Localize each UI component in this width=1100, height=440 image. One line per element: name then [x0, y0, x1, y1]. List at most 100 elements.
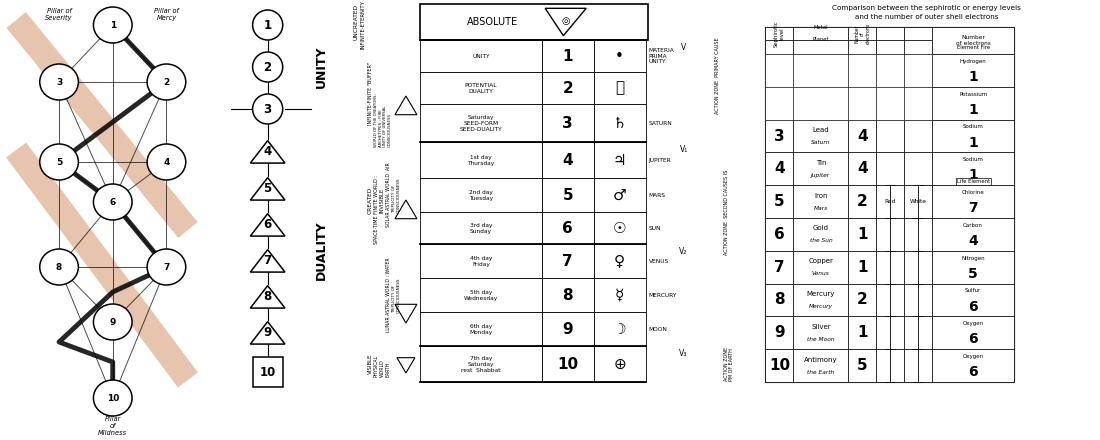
Bar	[877, 349, 904, 382]
Bar	[594, 72, 646, 104]
Bar	[904, 152, 932, 185]
Text: Iron: Iron	[814, 193, 827, 199]
Text: Antimony: Antimony	[804, 357, 838, 363]
Text: ♂: ♂	[613, 187, 627, 202]
Bar	[766, 218, 793, 251]
Text: 8: 8	[264, 290, 272, 303]
Bar	[877, 251, 904, 284]
Text: Sodium: Sodium	[962, 157, 983, 162]
Bar	[932, 218, 1014, 251]
Bar	[932, 349, 1014, 382]
Text: 7: 7	[774, 260, 784, 275]
Bar	[932, 185, 1014, 218]
Text: 6th day
Monday: 6th day Monday	[470, 323, 493, 334]
Text: MARS: MARS	[649, 193, 666, 198]
Bar	[904, 349, 932, 382]
Text: 1: 1	[968, 70, 978, 84]
Text: 5: 5	[562, 187, 573, 202]
Text: •: •	[615, 48, 624, 63]
Text: ACTION ZONE
PM OF EARTH: ACTION ZONE PM OF EARTH	[724, 347, 735, 381]
Bar	[594, 244, 646, 278]
Bar	[904, 120, 932, 152]
Text: DUALITY: DUALITY	[315, 220, 328, 280]
Text: 5th day
Wednesday: 5th day Wednesday	[464, 290, 498, 301]
Bar	[904, 87, 932, 120]
Text: 4: 4	[264, 144, 272, 158]
Text: 7: 7	[968, 201, 978, 215]
Text: ♀: ♀	[614, 253, 625, 268]
Text: 4: 4	[857, 161, 868, 176]
Text: 4: 4	[968, 234, 978, 248]
Bar	[877, 40, 904, 54]
Bar	[904, 251, 932, 284]
Text: LUNAR ASTRAL WORLD : WATER: LUNAR ASTRAL WORLD : WATER	[386, 258, 390, 332]
Text: ☉: ☉	[613, 220, 627, 235]
Text: Copper: Copper	[808, 258, 834, 264]
Text: 2nd day
Tuesday: 2nd day Tuesday	[469, 190, 493, 201]
Bar	[793, 54, 848, 87]
Text: V₁: V₁	[680, 145, 688, 154]
Text: 2: 2	[163, 77, 169, 87]
Bar	[877, 54, 904, 87]
Text: 7: 7	[163, 263, 169, 271]
Text: MERCURY: MERCURY	[649, 293, 676, 297]
Text: TRIPLICITY OF
CONSCIOUSNESS: TRIPLICITY OF CONSCIOUSNESS	[392, 177, 400, 213]
Text: Lead: Lead	[813, 127, 829, 133]
Text: Pillar of
Mercy: Pillar of Mercy	[154, 8, 179, 21]
Bar	[420, 178, 542, 212]
Text: Pillar of
Severity: Pillar of Severity	[45, 8, 73, 21]
Bar	[542, 142, 594, 178]
Text: 10: 10	[769, 358, 790, 373]
Bar	[932, 54, 1014, 87]
Text: 7th day
Saturday
rest  Shabbat: 7th day Saturday rest Shabbat	[461, 356, 500, 373]
Text: 7: 7	[562, 253, 573, 268]
Bar	[420, 142, 542, 178]
Text: 1: 1	[857, 227, 868, 242]
Text: Life Element: Life Element	[957, 179, 990, 184]
Polygon shape	[251, 286, 285, 308]
Text: TRIPLICITY OF
CONSCIOUSNESS: TRIPLICITY OF CONSCIOUSNESS	[392, 277, 400, 313]
Text: 4th day
Friday: 4th day Friday	[470, 256, 492, 267]
Bar	[420, 104, 542, 142]
Text: PHYSICAL
WORLD
EARTH: PHYSICAL WORLD EARTH	[374, 355, 390, 377]
Text: Tin: Tin	[816, 160, 826, 166]
Bar	[594, 212, 646, 244]
Text: 6: 6	[774, 227, 784, 242]
Text: 1: 1	[968, 136, 978, 150]
Bar	[542, 104, 594, 142]
Text: 8: 8	[562, 287, 573, 303]
Text: 2: 2	[857, 194, 868, 209]
Text: 5: 5	[264, 181, 272, 194]
Text: 8: 8	[774, 293, 784, 308]
Text: 5: 5	[968, 267, 978, 281]
Bar	[420, 244, 542, 278]
Text: ☽: ☽	[613, 322, 627, 337]
Text: ◎: ◎	[561, 16, 570, 26]
Text: White: White	[910, 199, 927, 204]
Text: 3rd day
Sunday: 3rd day Sunday	[470, 223, 492, 234]
Bar	[594, 142, 646, 178]
Circle shape	[147, 144, 186, 180]
Bar	[766, 152, 793, 185]
Text: SPACE-TIME FINITE WORLD :: SPACE-TIME FINITE WORLD :	[374, 176, 379, 245]
Text: Oxygen: Oxygen	[962, 321, 983, 326]
Text: Element Fire: Element Fire	[957, 44, 990, 50]
Text: Venus: Venus	[812, 271, 829, 276]
Text: 1: 1	[562, 48, 573, 63]
Bar	[542, 72, 594, 104]
Text: CREATED: CREATED	[368, 187, 373, 214]
Bar	[594, 346, 646, 382]
Bar	[420, 40, 542, 72]
Bar	[594, 178, 646, 212]
Text: INVISIBLE: INVISIBLE	[379, 187, 385, 213]
Polygon shape	[251, 214, 285, 236]
Text: ☿: ☿	[615, 287, 625, 303]
Bar	[932, 284, 1014, 316]
Text: Oxygen: Oxygen	[962, 354, 983, 359]
Bar	[542, 346, 594, 382]
Text: INFINITE-FINITE "BUFFER": INFINITE-FINITE "BUFFER"	[368, 62, 373, 125]
Bar	[877, 87, 904, 120]
Bar	[793, 316, 848, 349]
Text: 7: 7	[264, 253, 272, 267]
Text: 2: 2	[562, 81, 573, 95]
